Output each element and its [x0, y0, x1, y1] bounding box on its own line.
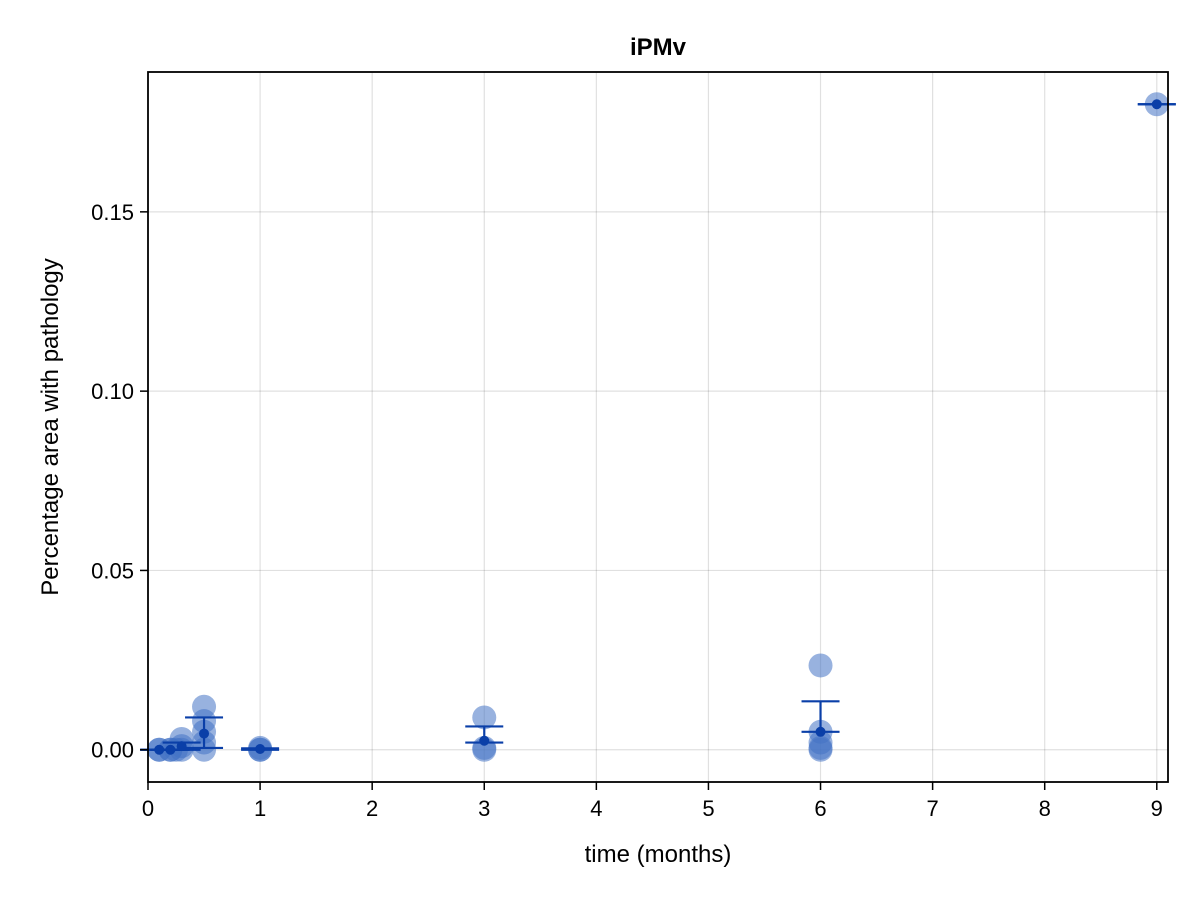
error-bars	[140, 103, 1176, 751]
x-tick-label: 6	[814, 796, 826, 821]
mean-marker	[176, 741, 187, 752]
data-point	[808, 737, 833, 762]
mean-marker	[1151, 99, 1162, 110]
x-axis-title: time (months)	[585, 841, 732, 868]
grid-lines	[148, 72, 1168, 782]
y-tick-label: 0.10	[91, 379, 134, 404]
y-tick-label: 0.05	[91, 558, 134, 583]
mean-markers	[154, 99, 1162, 755]
y-tick-label: 0.15	[91, 200, 134, 225]
x-tick-label: 5	[702, 796, 714, 821]
x-tick-label: 3	[478, 796, 490, 821]
data-point	[192, 737, 217, 762]
plot-frame	[147, 71, 1169, 783]
y-axis-title: Percentage area with pathology	[37, 258, 64, 596]
mean-marker	[165, 744, 176, 755]
x-tick-label: 7	[926, 796, 938, 821]
mean-marker	[154, 744, 165, 755]
x-axis-ticks: 0 1 2 3 4 5 6 7 8 9	[142, 782, 1163, 821]
data-point	[808, 653, 833, 678]
data-points	[147, 92, 1169, 762]
mean-marker	[255, 744, 266, 755]
x-tick-label: 2	[366, 796, 378, 821]
y-tick-label: 0.00	[91, 738, 134, 763]
data-point	[472, 737, 497, 762]
y-axis-ticks: 0.00 0.05 0.10 0.15	[91, 200, 148, 763]
mean-marker	[479, 735, 490, 746]
x-tick-label: 4	[590, 796, 602, 821]
x-tick-label: 1	[254, 796, 266, 821]
data-point	[472, 705, 497, 730]
chart-title: iPMv	[630, 34, 687, 61]
mean-marker	[199, 728, 210, 739]
x-tick-label: 9	[1151, 796, 1163, 821]
x-tick-label: 0	[142, 796, 154, 821]
mean-marker	[815, 726, 826, 737]
x-tick-label: 8	[1039, 796, 1051, 821]
